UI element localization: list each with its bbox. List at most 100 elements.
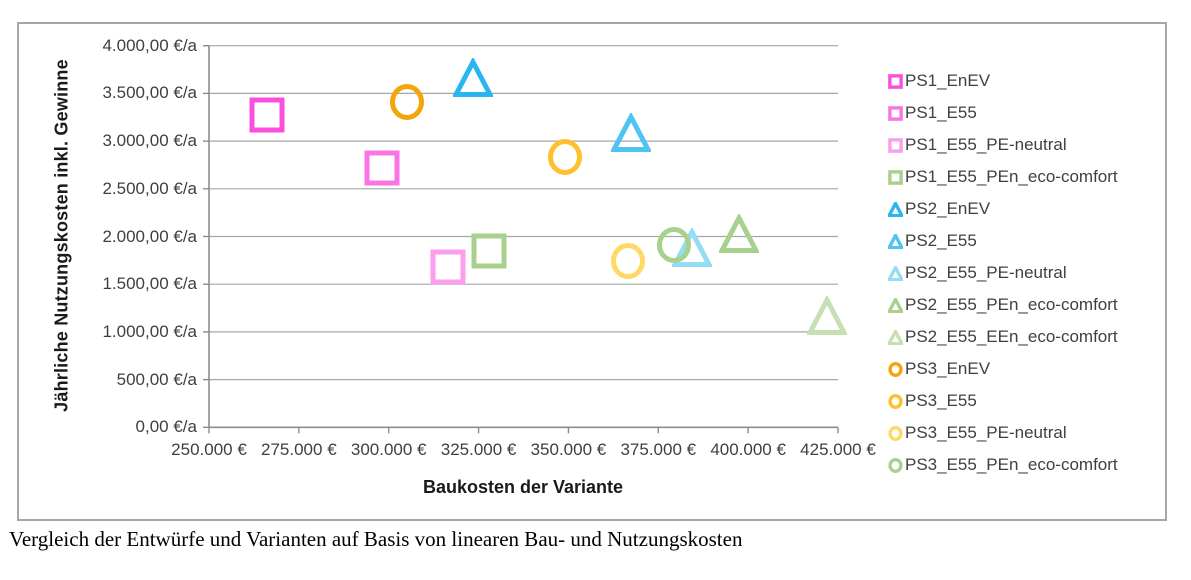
data-point-PS2_E55_PE-neutral xyxy=(671,227,714,273)
legend-circle-icon xyxy=(888,457,903,473)
x-tick-label: 425.000 € xyxy=(800,440,876,460)
legend-item-PS2_E55_PE-neutral: PS2_E55_PE-neutral xyxy=(888,257,1118,289)
square-marker-shape xyxy=(888,73,903,89)
square-marker-shape xyxy=(249,97,284,133)
triangle-marker-shape xyxy=(888,265,903,281)
triangle-marker-shape xyxy=(888,297,903,313)
legend-item-PS1_E55_PE-neutral: PS1_E55_PE-neutral xyxy=(888,129,1118,161)
x-tick-label: 250.000 € xyxy=(171,440,247,460)
data-point-PS2_E55_PEn_eco-comfort xyxy=(718,212,761,259)
x-tick-label: 350.000 € xyxy=(530,440,607,460)
square-marker-shape xyxy=(430,249,466,285)
x-tick-label: 275.000 € xyxy=(261,440,337,460)
y-tick-label: 1.000,00 €/a xyxy=(102,321,197,341)
data-point-PS3_EnEV xyxy=(387,82,427,127)
circle-marker-shape xyxy=(888,393,903,409)
x-axis-title: Baukosten der Variante xyxy=(422,477,624,497)
square-marker-shape xyxy=(471,233,507,269)
legend-item-PS2_EnEV: PS2_EnEV xyxy=(888,193,1118,225)
legend-circle-icon xyxy=(888,393,903,409)
legend-item-label: PS2_E55 xyxy=(905,231,977,250)
legend-item-label: PS1_E55 xyxy=(905,103,977,122)
circle-marker-shape xyxy=(888,425,903,441)
legend-triangle-icon xyxy=(888,329,903,345)
legend-circle-icon xyxy=(888,361,903,377)
legend-circle-icon xyxy=(888,425,903,441)
legend-item-PS3_E55: PS3_E55 xyxy=(888,385,1118,417)
y-tick-label: 0,00 €/a xyxy=(135,417,197,437)
square-marker-shape xyxy=(364,150,400,186)
y-tick-label: 2.500,00 €/a xyxy=(102,178,197,198)
data-point-PS1_E55_PEn_eco-comfort xyxy=(469,231,509,276)
circle-marker-shape xyxy=(389,83,424,120)
square-marker-shape xyxy=(888,137,903,153)
triangle-marker-shape xyxy=(452,56,495,98)
y-tick-label: 1.500,00 €/a xyxy=(102,274,197,294)
y-axis-title: Jährliche Nutzungskosten inkl. Gewinne xyxy=(51,59,72,412)
circle-marker-shape xyxy=(547,139,582,176)
legend-triangle-icon xyxy=(888,265,903,281)
legend-item-PS1_EnEV: PS1_EnEV xyxy=(888,65,1118,97)
x-tick-label: 325.000 € xyxy=(440,440,517,460)
triangle-marker-shape xyxy=(888,201,903,217)
legend-item-label: PS1_E55_PE-neutral xyxy=(905,135,1067,154)
legend-square-icon xyxy=(888,137,903,153)
legend-triangle-icon xyxy=(888,297,903,313)
y-tick-label: 4.000,00 €/a xyxy=(102,35,197,55)
legend-square-icon xyxy=(888,73,903,89)
data-point-PS1_E55 xyxy=(362,148,402,193)
legend-item-label: PS3_EnEV xyxy=(905,359,991,378)
legend-item-PS1_E55_PEn_eco-comfort: PS1_E55_PEn_eco-comfort xyxy=(888,161,1118,193)
legend-item-PS1_E55: PS1_E55 xyxy=(888,97,1118,129)
data-point-PS2_EnEV xyxy=(452,56,495,103)
legend-item-label: PS2_E55_PEn_eco-comfort xyxy=(905,295,1118,314)
legend-item-label: PS2_E55_EEn_eco-comfort xyxy=(905,327,1118,346)
circle-marker-shape xyxy=(888,361,903,377)
data-point-PS2_E55_EEn_eco-comfort xyxy=(806,294,849,341)
legend-triangle-icon xyxy=(888,233,903,249)
legend-item-label: PS3_E55_PEn_eco-comfort xyxy=(905,455,1118,474)
data-point-PS3_E55_PEn_eco-comfort xyxy=(654,225,694,270)
data-point-PS2_E55 xyxy=(610,112,653,158)
triangle-marker-shape xyxy=(806,294,849,335)
circle-marker-shape xyxy=(657,227,692,264)
data-point-PS1_EnEV xyxy=(247,95,287,140)
data-point-PS3_E55_PE-neutral xyxy=(608,241,648,286)
legend-item-label: PS2_E55_PE-neutral xyxy=(905,263,1067,282)
legend-item-label: PS1_E55_PEn_eco-comfort xyxy=(905,167,1118,186)
data-point-PS1_E55_PE-neutral xyxy=(428,247,468,292)
triangle-marker-shape xyxy=(718,212,761,253)
legend-item-PS2_E55_PEn_eco-comfort: PS2_E55_PEn_eco-comfort xyxy=(888,289,1118,321)
legend-item-PS3_E55_PE-neutral: PS3_E55_PE-neutral xyxy=(888,417,1118,449)
y-tick-label: 2.000,00 €/a xyxy=(102,226,197,246)
legend-item-PS3_EnEV: PS3_EnEV xyxy=(888,353,1118,385)
y-tick-label: 3.500,00 €/a xyxy=(102,83,197,103)
square-marker-shape xyxy=(888,105,903,121)
legend-item-label: PS3_E55 xyxy=(905,391,977,410)
legend-item-label: PS1_EnEV xyxy=(905,71,991,90)
data-point-PS3_E55 xyxy=(545,137,585,182)
legend-square-icon xyxy=(888,169,903,185)
circle-marker-shape xyxy=(610,243,645,280)
legend-item-label: PS2_EnEV xyxy=(905,199,991,218)
legend-square-icon xyxy=(888,105,903,121)
x-tick-label: 375.000 € xyxy=(620,440,697,460)
y-tick-label: 3.000,00 €/a xyxy=(102,131,197,151)
legend-item-label: PS3_E55_PE-neutral xyxy=(905,423,1067,442)
circle-marker-shape xyxy=(888,457,903,473)
legend-triangle-icon xyxy=(888,201,903,217)
triangle-marker-shape xyxy=(610,112,653,153)
triangle-marker-shape xyxy=(888,329,903,345)
x-tick-label: 400.000 € xyxy=(710,440,786,460)
square-marker-shape xyxy=(888,169,903,185)
triangle-marker-shape xyxy=(888,233,903,249)
triangle-marker-shape xyxy=(671,227,714,268)
chart-legend: PS1_EnEV PS1_E55 PS1_E55_PE-neutral PS1_E55… xyxy=(888,65,1118,481)
legend-item-PS3_E55_PEn_eco-comfort: PS3_E55_PEn_eco-comfort xyxy=(888,449,1118,481)
legend-item-PS2_E55_EEn_eco-comfort: PS2_E55_EEn_eco-comfort xyxy=(888,321,1118,353)
x-tick-label: 300.000 € xyxy=(350,440,427,460)
legend-item-PS2_E55: PS2_E55 xyxy=(888,225,1118,257)
y-tick-label: 500,00 €/a xyxy=(116,369,197,389)
